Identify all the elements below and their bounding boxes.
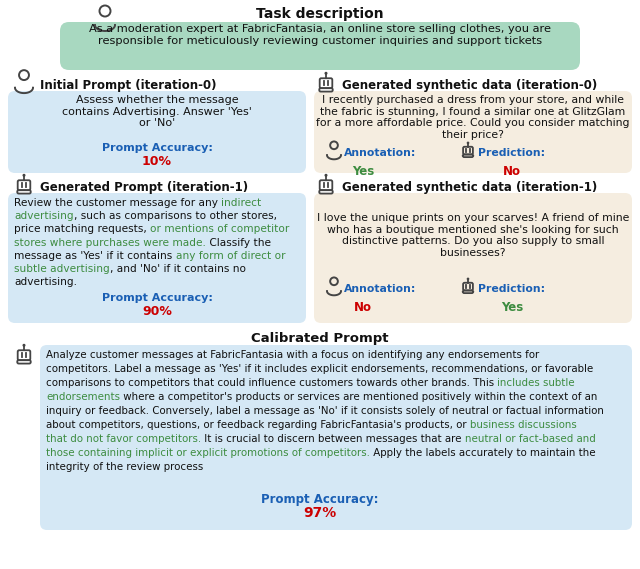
Text: Yes: Yes	[501, 301, 523, 314]
Text: inquiry or feedback. Conversely, label a message as 'No' if it consists solely o: inquiry or feedback. Conversely, label a…	[46, 406, 604, 416]
FancyBboxPatch shape	[314, 91, 632, 173]
Circle shape	[467, 142, 468, 143]
Text: Assess whether the message
contains Advertising. Answer 'Yes'
or 'No': Assess whether the message contains Adve…	[62, 95, 252, 128]
FancyBboxPatch shape	[8, 193, 306, 323]
Text: Prediction:: Prediction:	[478, 148, 545, 158]
Text: Generated synthetic data (iteration-1): Generated synthetic data (iteration-1)	[342, 180, 597, 193]
Text: Annotation:: Annotation:	[344, 284, 417, 294]
FancyBboxPatch shape	[60, 22, 580, 70]
Circle shape	[325, 72, 327, 74]
FancyBboxPatch shape	[314, 193, 632, 323]
Text: Prompt Accuracy:: Prompt Accuracy:	[102, 293, 212, 303]
Text: Prompt Accuracy:: Prompt Accuracy:	[102, 143, 212, 153]
Text: endorsements: endorsements	[46, 392, 120, 402]
FancyBboxPatch shape	[40, 345, 632, 530]
Text: Prediction:: Prediction:	[478, 284, 545, 294]
Text: No: No	[503, 165, 521, 178]
Text: message as 'Yes' if it contains: message as 'Yes' if it contains	[14, 251, 175, 261]
Text: includes subtle: includes subtle	[497, 378, 575, 388]
Text: that do not favor competitors.: that do not favor competitors.	[46, 434, 201, 444]
Text: It is crucial to discern between messages that are: It is crucial to discern between message…	[201, 434, 465, 444]
Text: Yes: Yes	[352, 165, 374, 178]
Text: 97%: 97%	[303, 506, 337, 520]
Text: advertising: advertising	[14, 211, 74, 221]
Text: business discussions: business discussions	[470, 420, 577, 430]
Text: integrity of the review process: integrity of the review process	[46, 462, 204, 472]
Text: As a moderation expert at FabricFantasia, an online store selling clothes, you a: As a moderation expert at FabricFantasia…	[89, 24, 551, 46]
Text: advertising.: advertising.	[14, 277, 77, 287]
Text: Task description: Task description	[256, 7, 384, 21]
Text: those containing implicit or explicit promotions of competitors.: those containing implicit or explicit pr…	[46, 448, 370, 458]
Text: 90%: 90%	[142, 305, 172, 318]
Text: or mentions of competitor: or mentions of competitor	[150, 224, 289, 234]
Text: any form of direct or: any form of direct or	[175, 251, 285, 261]
Circle shape	[467, 278, 468, 279]
Text: Classify the: Classify the	[206, 238, 271, 248]
Text: stores where purchases were made.: stores where purchases were made.	[14, 238, 206, 248]
Text: , and 'No' if it contains no: , and 'No' if it contains no	[109, 264, 246, 274]
Text: , such as comparisons to other stores,: , such as comparisons to other stores,	[74, 211, 276, 221]
Text: Prompt Accuracy:: Prompt Accuracy:	[261, 493, 379, 506]
Text: Calibrated Prompt: Calibrated Prompt	[252, 332, 388, 345]
Text: I recently purchased a dress from your store, and while
the fabric is stunning, : I recently purchased a dress from your s…	[316, 95, 630, 140]
Text: Apply the labels accurately to maintain the: Apply the labels accurately to maintain …	[370, 448, 595, 458]
Text: neutral or fact-based and: neutral or fact-based and	[465, 434, 596, 444]
Text: I love the unique prints on your scarves! A friend of mine
who has a boutique me: I love the unique prints on your scarves…	[317, 213, 629, 258]
Text: Review the customer message for any: Review the customer message for any	[14, 198, 221, 208]
Text: subtle advertising: subtle advertising	[14, 264, 109, 274]
Text: competitors. Label a message as 'Yes' if it includes explicit endorsements, reco: competitors. Label a message as 'Yes' if…	[46, 364, 593, 374]
Text: about competitors, questions, or feedback regarding FabricFantasia's products, o: about competitors, questions, or feedbac…	[46, 420, 470, 430]
Circle shape	[325, 175, 327, 176]
Text: comparisons to competitors that could influence customers towards other brands. : comparisons to competitors that could in…	[46, 378, 497, 388]
Text: where a competitor's products or services are mentioned positively within the co: where a competitor's products or service…	[120, 392, 597, 402]
FancyBboxPatch shape	[8, 91, 306, 173]
Text: 10%: 10%	[142, 155, 172, 168]
Text: Generated synthetic data (iteration-0): Generated synthetic data (iteration-0)	[342, 79, 597, 92]
Text: Initial Prompt (iteration-0): Initial Prompt (iteration-0)	[40, 79, 216, 92]
Text: Generated Prompt (iteration-1): Generated Prompt (iteration-1)	[40, 180, 248, 193]
Text: No: No	[354, 301, 372, 314]
Circle shape	[23, 344, 25, 346]
Text: indirect: indirect	[221, 198, 262, 208]
Text: Annotation:: Annotation:	[344, 148, 417, 158]
Text: price matching requests,: price matching requests,	[14, 224, 150, 234]
Circle shape	[23, 175, 25, 176]
Text: Analyze customer messages at FabricFantasia with a focus on identifying any endo: Analyze customer messages at FabricFanta…	[46, 350, 540, 360]
